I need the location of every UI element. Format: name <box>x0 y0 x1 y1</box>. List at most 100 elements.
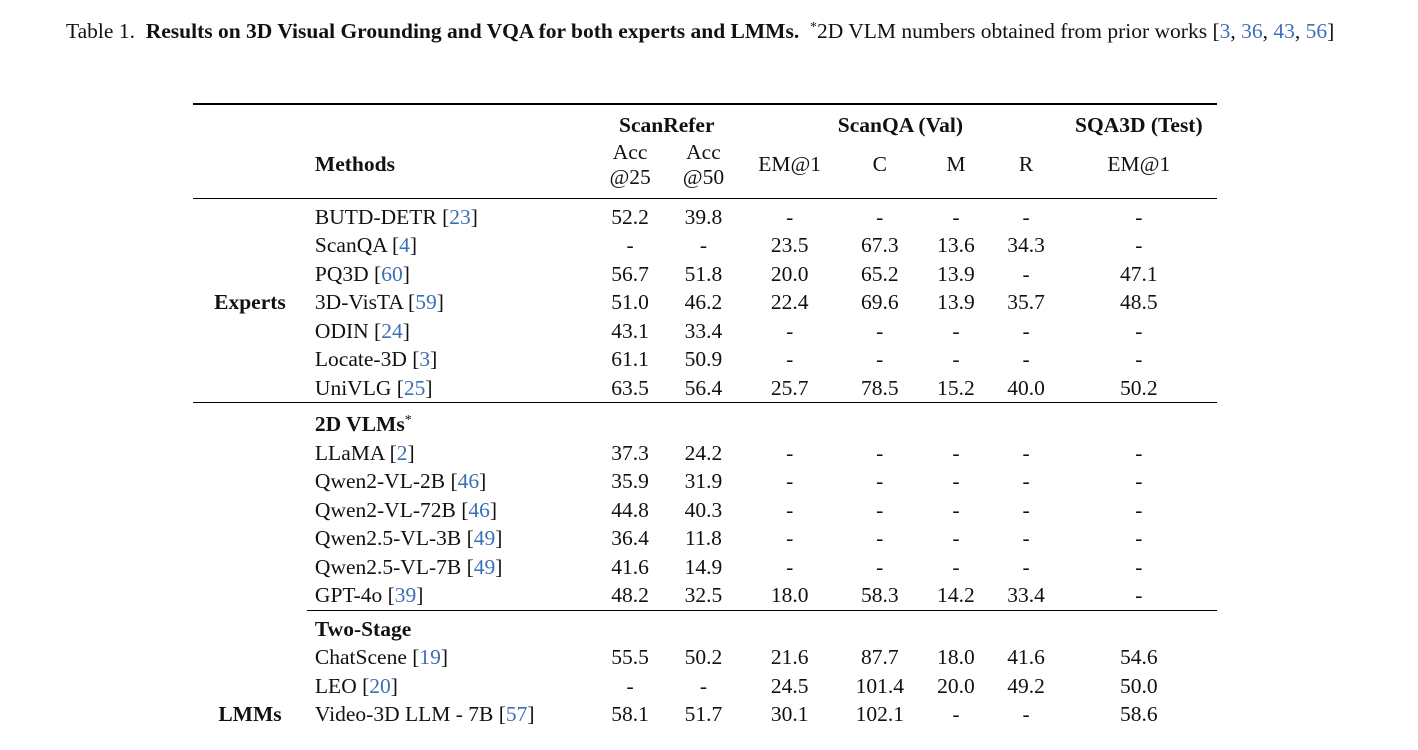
citation-link[interactable]: 60 <box>381 261 403 286</box>
section-title: Two-Stage <box>306 609 594 643</box>
method-label: Qwen2-VL-72B [ <box>314 497 469 522</box>
value-sqa-em1: - <box>1135 554 1143 579</box>
citation-link[interactable]: 2 <box>396 440 408 465</box>
table-row: ODIN [24] 43.1 33.4 - - - - - <box>193 317 1217 346</box>
value-c: 69.6 <box>860 290 899 314</box>
value-acc25: - <box>626 233 634 257</box>
value-acc50: 11.8 <box>685 526 722 550</box>
metric-sqa-em1: EM@1 <box>1107 152 1171 177</box>
value-sqa-em1: - <box>1135 497 1143 522</box>
caption-note-marker: * <box>809 20 817 35</box>
value-acc50: 32.5 <box>684 583 723 607</box>
table-row: ScanQA [4] - - 23.5 67.3 13.6 34.3 - <box>193 231 1217 260</box>
value-c: - <box>876 469 884 493</box>
table-row: Qwen2.5-VL-3B [49] 36.4 11.8 - - - - - <box>193 524 1217 553</box>
table-row: GPT-4o [39] 48.2 32.5 18.0 58.3 14.2 33.4 - <box>193 581 1217 610</box>
citation-link[interactable]: 46 <box>457 469 480 493</box>
method-name: LLaMA [2] <box>307 439 594 468</box>
value-sqa-em1: 47.1 <box>1120 261 1158 286</box>
value-m: 20.0 <box>937 673 975 698</box>
value-em1: - <box>786 440 794 465</box>
citation-link[interactable]: 3 <box>419 347 431 371</box>
citation-link[interactable]: 57 <box>505 702 528 726</box>
section-header-row: 2D VLMs* <box>193 402 1217 439</box>
method-label-end: ] <box>425 375 433 400</box>
citation-link[interactable]: 23 <box>449 204 471 229</box>
value-acc50: 33.4 <box>684 318 723 343</box>
method-name: Qwen2-VL-2B [46] <box>307 467 594 496</box>
caption-cite-link[interactable]: 36 <box>1241 19 1263 43</box>
caption-cite-link[interactable]: 56 <box>1305 19 1328 43</box>
value-sqa-em1: 48.5 <box>1120 290 1158 314</box>
citation-link[interactable]: 24 <box>381 318 403 343</box>
empty-cell <box>593 609 667 643</box>
method-name: ScanQA [4] <box>307 231 594 260</box>
value-c: - <box>876 347 884 371</box>
value-acc25: - <box>626 673 634 698</box>
citation-link[interactable]: 4 <box>399 233 410 257</box>
value-m: 15.2 <box>937 375 975 400</box>
value-acc25: 56.7 <box>611 261 649 286</box>
value-sqa-em1: - <box>1135 318 1143 343</box>
group-cell <box>193 610 307 643</box>
empty-cell <box>920 402 992 439</box>
table-row: Qwen2.5-VL-7B [49] 41.6 14.9 - - - - - <box>193 553 1217 582</box>
value-r: 41.6 <box>1007 645 1045 669</box>
metric-r: R <box>1018 152 1034 177</box>
value-em1: - <box>786 469 794 493</box>
group-cell <box>193 496 307 525</box>
method-name: ChatScene [19] <box>307 643 594 672</box>
results-table: ScanRefer ScanQA (Val) SQA3D (Test) Meth… <box>193 103 1217 729</box>
caption-label: Table 1. <box>66 19 135 43</box>
method-label: GPT-4o [ <box>314 583 395 607</box>
value-acc25: 44.8 <box>611 497 649 522</box>
table-row: LEO [20] - - 24.5 101.4 20.0 49.2 50.0 <box>193 672 1217 701</box>
section-title-text: 2D VLMs <box>314 412 405 436</box>
caption-cite-link[interactable]: 3 <box>1219 19 1231 43</box>
caption-cite-link[interactable]: 43 <box>1273 19 1295 43</box>
citation-link[interactable]: 46 <box>468 497 490 522</box>
table-row: Qwen2-VL-2B [46] 35.9 31.9 - - - - - <box>193 467 1217 496</box>
value-em1: 25.7 <box>770 375 809 400</box>
value-sqa-em1: - <box>1135 526 1143 550</box>
value-em1: - <box>786 526 794 550</box>
method-name: GPT-4o [39] <box>307 581 594 610</box>
value-acc25: 43.1 <box>611 318 649 343</box>
value-sqa-em1: - <box>1135 469 1143 493</box>
citation-link[interactable]: 49 <box>473 526 496 550</box>
citation-link[interactable]: 25 <box>403 375 426 400</box>
table-row: 3D-VisTA [59] 51.0 46.2 22.4 69.6 13.9 35.7 48.… <box>193 288 1217 317</box>
method-name: Qwen2.5-VL-7B [49] <box>307 553 594 582</box>
empty-cell <box>839 609 921 643</box>
value-sqa-em1: - <box>1060 197 1217 231</box>
value-r: 33.4 <box>1007 583 1045 607</box>
method-label-end: ] <box>489 497 498 522</box>
value-em1: 22.4 <box>770 290 809 314</box>
table-row: LLaMA [2] 37.3 24.2 - - - - - <box>193 439 1217 468</box>
method-name: LEO [20] <box>307 672 594 701</box>
citation-link[interactable]: 59 <box>415 290 437 314</box>
citation-link[interactable]: 39 <box>394 583 417 607</box>
value-c: 101.4 <box>855 673 904 698</box>
two-stage-section: Two-Stage ChatScene [19] 55.5 50.2 21.6 87.7 1… <box>193 609 1217 729</box>
metric-acc25: Acc @25 <box>609 139 651 189</box>
value-m: 13.9 <box>937 261 975 286</box>
value-sqa-em1: - <box>1135 347 1143 371</box>
empty-cell <box>1060 609 1217 643</box>
value-sqa-em1: 58.6 <box>1120 702 1158 726</box>
value-c: - <box>876 554 884 579</box>
citation-link[interactable]: 49 <box>473 554 496 579</box>
citation-link[interactable]: 19 <box>419 645 441 669</box>
value-em1: - <box>786 347 794 371</box>
value-acc50: 51.7 <box>684 702 723 726</box>
value-em1: 18.0 <box>770 583 809 607</box>
empty-cell <box>740 402 840 439</box>
empty-cell <box>593 402 667 439</box>
method-name: Video-3D LLM - 7B [57] <box>307 700 594 729</box>
methods-header: Methods <box>314 152 395 177</box>
value-acc50: 14.9 <box>684 554 723 579</box>
empty-cell <box>666 402 741 439</box>
group-cell <box>193 524 307 553</box>
citation-link[interactable]: 20 <box>369 673 391 698</box>
